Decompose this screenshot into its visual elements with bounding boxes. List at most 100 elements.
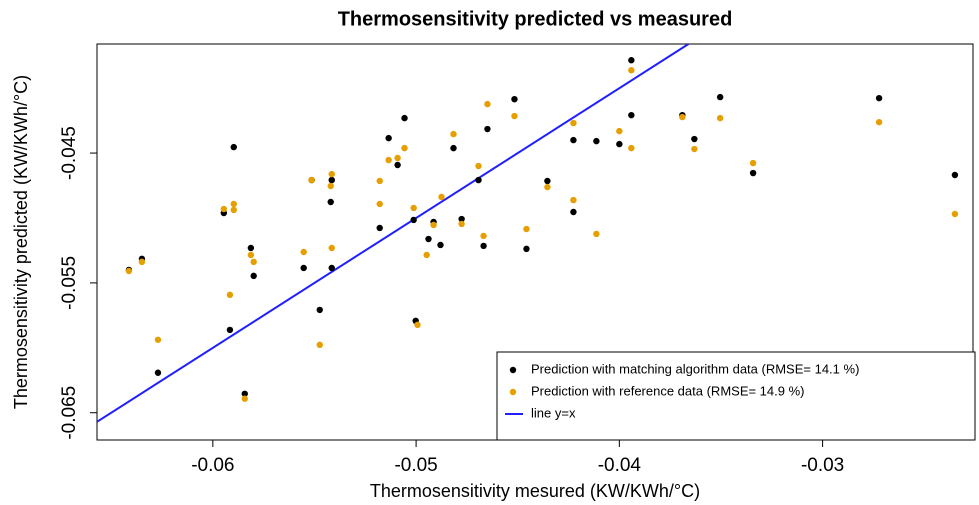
data-point [616,127,623,135]
data-point [230,200,237,208]
data-point [484,125,491,133]
legend-marker [509,388,517,396]
data-point [593,137,600,145]
legend-marker [509,366,517,374]
data-point [247,251,255,259]
data-point [376,200,383,208]
data-point [570,196,577,204]
data-point [875,118,883,126]
data-point [480,232,487,240]
data-point [328,244,335,252]
data-point [230,143,237,151]
data-point [327,182,334,190]
data-point [438,193,445,201]
plot-area [97,44,959,423]
data-point [570,208,577,216]
data-point [125,267,133,275]
data-point [241,395,248,402]
data-point [226,291,234,299]
data-point [385,156,392,164]
data-point [544,183,551,191]
reference-line [97,44,689,423]
data-point [951,171,959,179]
data-point [628,67,635,74]
data-point [430,221,437,229]
data-point [593,230,600,238]
data-point [523,225,530,233]
y-tick-label: -0.055 [59,256,80,310]
data-point [679,113,686,121]
data-point [316,306,323,314]
data-point [328,264,335,272]
data-point [475,162,482,170]
data-point [220,205,228,213]
data-point [401,144,408,152]
data-point [328,170,335,178]
data-point [394,161,401,169]
data-point [230,206,237,214]
x-tick-label: -0.06 [191,455,234,476]
x-tick-label: -0.03 [801,455,844,476]
data-point [951,210,959,218]
chart-title: Thermosensitivity predicted vs measured [338,8,733,30]
data-point [544,177,551,185]
y-tick-label: -0.045 [59,126,80,180]
data-point [570,119,577,127]
data-point [437,241,444,249]
data-point [511,95,518,103]
data-point [376,177,383,185]
legend-box [496,351,976,441]
data-point [241,390,248,397]
data-point [480,242,487,250]
data-point [154,336,162,343]
x-tick-label: -0.04 [598,455,642,476]
data-point [410,204,417,212]
data-point [691,145,698,153]
data-point [749,169,757,177]
data-point [628,111,635,119]
data-point [570,136,577,144]
data-point [450,144,457,152]
data-point [716,114,724,122]
y-axis-label: Thermosensitivity predicted (KW/KWh/°C) [11,75,31,409]
data-point [250,272,257,280]
y-tick-label: -0.065 [59,386,80,440]
data-point [328,176,335,184]
data-point [616,140,623,148]
data-point [247,244,255,252]
data-point [300,264,307,272]
x-tick-label: -0.05 [394,455,437,476]
data-point [425,235,432,243]
data-point [423,251,430,259]
data-point [327,198,334,206]
x-axis-label: Thermosensitivity mesured (KW/KWh/°C) [370,481,700,501]
data-point [414,321,421,329]
data-point [450,130,457,138]
legend-label: Prediction with matching algorithm data … [531,361,859,376]
data-point [523,245,530,253]
data-point [376,224,383,232]
data-point [138,258,146,266]
data-point [691,135,698,143]
data-point [385,134,392,142]
data-point [154,369,162,376]
data-point [475,176,482,184]
data-point [410,216,417,224]
data-point [300,248,307,256]
data-point [458,220,465,228]
legend-label: line y=x [531,405,576,420]
data-point [308,176,315,184]
data-point [716,93,724,101]
data-point [875,94,883,102]
data-point [628,57,635,64]
data-point [316,341,323,349]
data-point [226,326,234,334]
data-point [511,112,518,120]
data-point [458,215,465,223]
data-point [250,258,257,266]
data-point [749,159,757,167]
data-point [394,154,401,162]
data-point [628,144,635,152]
data-point [484,100,491,108]
